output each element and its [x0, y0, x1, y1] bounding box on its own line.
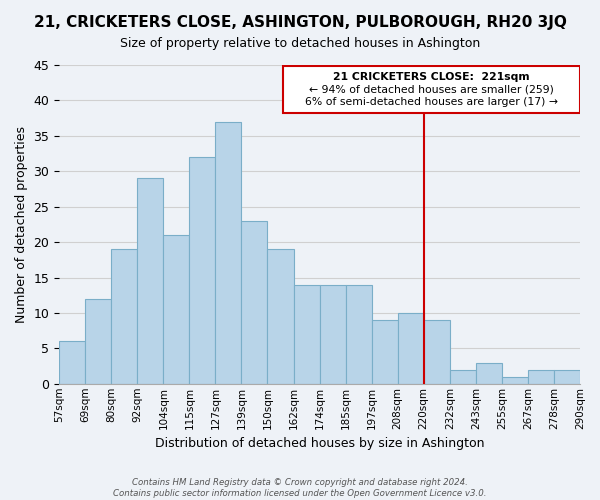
Bar — [398, 313, 424, 384]
Bar — [215, 122, 241, 384]
Bar — [59, 342, 85, 384]
Bar — [111, 249, 137, 384]
Bar — [371, 320, 398, 384]
Text: ← 94% of detached houses are smaller (259): ← 94% of detached houses are smaller (25… — [309, 85, 554, 95]
Bar — [502, 376, 528, 384]
Bar — [268, 249, 293, 384]
Bar — [346, 284, 371, 384]
Text: Size of property relative to detached houses in Ashington: Size of property relative to detached ho… — [120, 38, 480, 51]
Bar — [450, 370, 476, 384]
X-axis label: Distribution of detached houses by size in Ashington: Distribution of detached houses by size … — [155, 437, 484, 450]
Bar — [528, 370, 554, 384]
Bar — [293, 284, 320, 384]
Text: 21, CRICKETERS CLOSE, ASHINGTON, PULBOROUGH, RH20 3JQ: 21, CRICKETERS CLOSE, ASHINGTON, PULBORO… — [34, 15, 566, 30]
Bar — [190, 157, 215, 384]
Y-axis label: Number of detached properties: Number of detached properties — [15, 126, 28, 323]
Bar — [241, 221, 268, 384]
Bar — [137, 178, 163, 384]
Text: 6% of semi-detached houses are larger (17) →: 6% of semi-detached houses are larger (1… — [305, 97, 558, 107]
Text: 21 CRICKETERS CLOSE:  221sqm: 21 CRICKETERS CLOSE: 221sqm — [333, 72, 530, 82]
Bar — [554, 370, 580, 384]
Bar — [476, 362, 502, 384]
Text: Contains HM Land Registry data © Crown copyright and database right 2024.
Contai: Contains HM Land Registry data © Crown c… — [113, 478, 487, 498]
Bar — [163, 235, 190, 384]
Bar — [85, 299, 111, 384]
Bar — [424, 320, 450, 384]
FancyBboxPatch shape — [283, 66, 580, 113]
Bar — [320, 284, 346, 384]
